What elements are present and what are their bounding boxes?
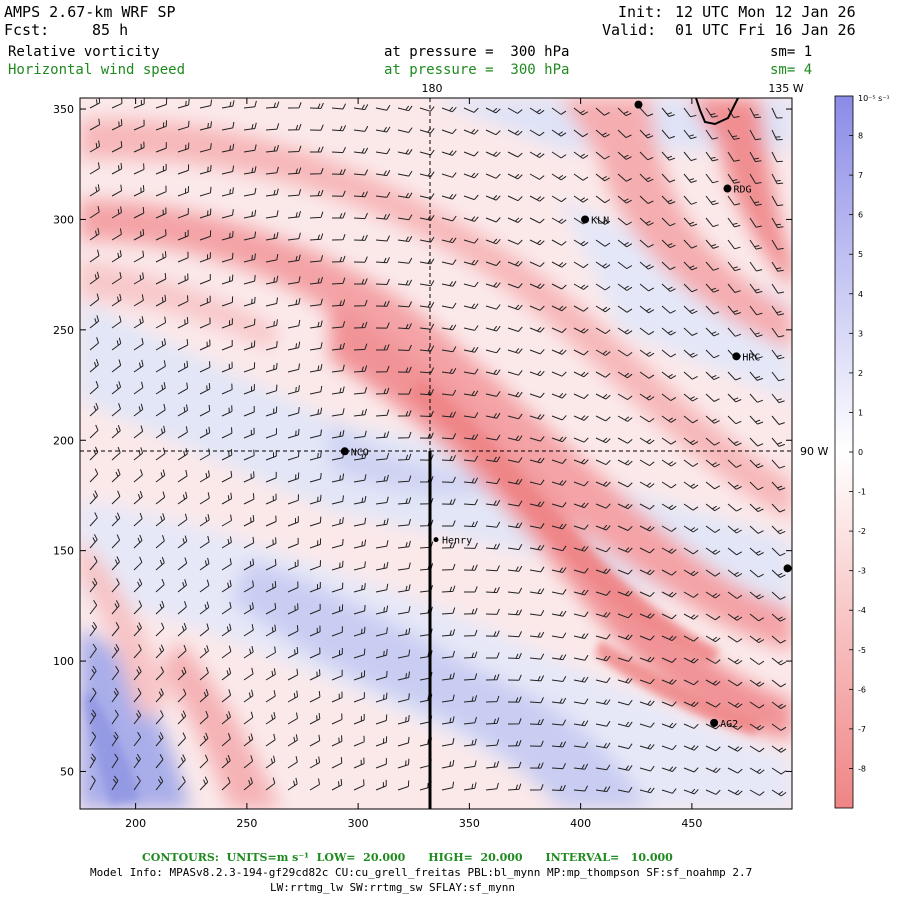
x-tick-label: 400 — [570, 817, 591, 830]
field2-smoothing: sm= 4 — [770, 62, 813, 78]
meridian-label-right: 135 W — [768, 82, 803, 95]
vorticity-field — [80, 98, 792, 809]
y-tick-label: 250 — [53, 324, 74, 337]
x-tick-label: 300 — [348, 817, 369, 830]
colorbar: 10⁻⁵ s⁻¹ 8 7 6 5 4 3 2 1 0 -1 -2 -3 -4 -5 -6 -7 -8 — [834, 94, 890, 809]
valid-time: 01 UTC Fri 16 Jan 26 — [675, 21, 856, 39]
y-tick-label: 150 — [53, 545, 74, 558]
station-label-nco: NCO — [351, 447, 369, 458]
colorbar-tick-label: -5 — [858, 646, 866, 655]
station-marker[interactable] — [732, 352, 741, 361]
station-label-kln: KLN — [591, 215, 609, 226]
colorbar-tick-label: -8 — [858, 764, 866, 773]
colorbar-tick-label: -6 — [858, 685, 866, 694]
station-marker[interactable] — [723, 184, 732, 193]
station-label-henry: Henry — [442, 536, 472, 547]
y-tick-label: 100 — [53, 655, 74, 668]
contours-info: CONTOURS: UNITS=m s⁻¹ LOW= 20.000 HIGH= … — [142, 851, 673, 864]
wind-barbs — [89, 98, 787, 797]
colorbar-tick-label: 4 — [858, 290, 863, 299]
colorbar-tick-label: -4 — [858, 606, 866, 615]
coastline — [695, 98, 739, 126]
y-tick-label: 350 — [53, 103, 74, 116]
wind-barb-set — [89, 98, 787, 797]
colorbar-tick-label: -7 — [858, 725, 866, 734]
field2-name: Horizontal wind speed — [8, 62, 186, 78]
colorbar-tick-label: 1 — [858, 408, 863, 417]
station-marker[interactable] — [710, 718, 719, 727]
y-tick-label: 200 — [53, 434, 74, 447]
station-marker[interactable] — [433, 537, 439, 543]
station-label-rdg: RDG — [733, 185, 751, 196]
forecast-hours: 85 h — [92, 21, 129, 39]
station-marker[interactable] — [581, 215, 590, 224]
colorbar-tick-label: 2 — [858, 369, 863, 378]
plot-frame — [79, 97, 793, 810]
meridian-label-top: 180 — [422, 82, 443, 95]
colorbar-tick-label: 8 — [858, 132, 863, 141]
station-label-ag2: AG2 — [720, 719, 738, 730]
station-marker[interactable] — [634, 100, 643, 109]
valid-label: Valid: — [602, 21, 657, 39]
field1-smoothing: sm= 1 — [770, 44, 813, 60]
colorbar-tick-label: -1 — [858, 488, 866, 497]
y-tick-label: 300 — [53, 213, 74, 226]
x-tick-label: 200 — [125, 817, 146, 830]
y-axis: 50 100 150 200 250 300 350 — [53, 103, 792, 778]
field1-name: Relative vorticity — [8, 44, 160, 60]
model-info-line1: Model Info: MPASv8.2.3-194-gf29cd82c CU:… — [90, 866, 753, 879]
colorbar-tick-label: 7 — [858, 171, 863, 180]
colorbar-tick-label: -3 — [858, 567, 866, 576]
x-tick-label: 350 — [459, 817, 480, 830]
parallel-label: 90 W — [800, 445, 828, 458]
model-title: AMPS 2.67-km WRF SP — [4, 3, 176, 21]
station-label-hrc: HRC — [742, 352, 760, 363]
forecast-label: Fcst: — [4, 21, 50, 39]
field2-level: at pressure = 300 hPa — [384, 62, 570, 78]
x-tick-label: 250 — [236, 817, 257, 830]
stations: RDG KLN HRC NCO Henry AG2 — [340, 100, 792, 730]
colorbar-tick-label: -2 — [858, 527, 866, 536]
station-marker[interactable] — [340, 447, 349, 456]
colorbar-tick-label: 0 — [858, 448, 863, 457]
station-marker[interactable] — [783, 564, 792, 573]
init-label: Init: — [618, 3, 664, 21]
model-info-line2: LW:rrtmg_lw SW:rrtmg_sw SFLAY:sf_mynn — [270, 881, 516, 894]
colorbar-unit: 10⁻⁵ s⁻¹ — [858, 94, 890, 103]
colorbar-tick-label: 6 — [858, 211, 863, 220]
field1-level: at pressure = 300 hPa — [384, 44, 570, 60]
y-tick-label: 50 — [60, 765, 74, 778]
colorbar-tick-label: 5 — [858, 250, 863, 259]
x-axis: 200 250 300 350 400 450 — [125, 98, 702, 830]
init-time: 12 UTC Mon 12 Jan 26 — [675, 3, 856, 21]
colorbar-tick-label: 3 — [858, 329, 863, 338]
x-tick-label: 450 — [681, 817, 702, 830]
